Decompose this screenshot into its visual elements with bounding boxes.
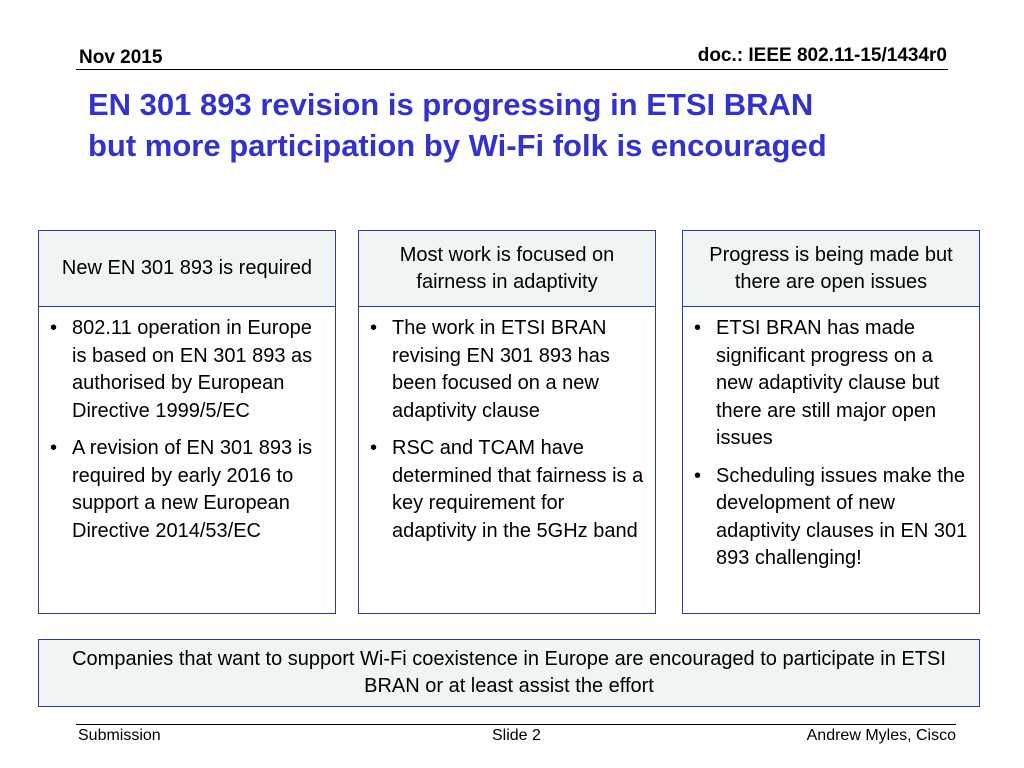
footer-submission: Submission [78,727,161,744]
box-new-en-required: New EN 301 893 is required • 802.11 oper… [38,230,336,614]
conclusion-box: Companies that want to support Wi-Fi coe… [38,639,980,707]
bullet-text: Scheduling issues make the development o… [716,464,968,570]
bullet-dot: • [50,437,58,459]
box-progress-open-issues: Progress is being made but there are ope… [682,230,980,614]
bullet-text: 802.11 operation in Europe is based on E… [72,317,313,422]
header-doc-id: doc.: IEEE 802.11-15/1434r0 [697,45,947,66]
conclusion-text: Companies that want to support Wi-Fi coe… [72,648,946,697]
box-heading: Most work is focused on fairness in adap… [359,231,655,307]
bullet-item: • The work in ETSI BRAN revising EN 301 … [367,315,645,425]
bullet-dot: • [694,317,702,339]
box-body: • ETSI BRAN has made significant progres… [683,307,979,573]
bullet-text: A revision of EN 301 893 is required by … [72,437,313,542]
box-heading: Progress is being made but there are ope… [683,231,979,307]
box-body: • 802.11 operation in Europe is based on… [39,307,335,545]
slide-title: EN 301 893 revision is progressing in ET… [88,84,968,166]
slide-title-line-2: but more participation by Wi-Fi folk is … [88,128,827,163]
bullet-dot: • [370,317,378,339]
box-fairness-focus: Most work is focused on fairness in adap… [358,230,656,614]
bullet-text: RSC and TCAM have determined that fairne… [392,437,644,542]
box-heading: New EN 301 893 is required [39,231,335,307]
bullet-item: • A revision of EN 301 893 is required b… [47,435,325,545]
footer-rule [76,724,956,725]
slide-title-line-1: EN 301 893 revision is progressing in ET… [88,87,814,122]
bullet-dot: • [50,317,58,339]
bullet-item: • ETSI BRAN has made significant progres… [691,315,969,453]
bullet-text: The work in ETSI BRAN revising EN 301 89… [392,317,610,422]
box-body: • The work in ETSI BRAN revising EN 301 … [359,307,655,545]
header-rule [76,69,948,70]
bullet-item: • RSC and TCAM have determined that fair… [367,435,645,545]
bullet-dot: • [370,437,378,459]
bullet-item: • Scheduling issues make the development… [691,463,969,573]
bullet-dot: • [694,464,702,487]
footer-slide-number: Slide 2 [492,727,541,744]
header-date: Nov 2015 [79,47,163,68]
bullet-item: • 802.11 operation in Europe is based on… [47,315,325,425]
bullet-text: ETSI BRAN has made significant progress … [716,317,940,449]
footer-author: Andrew Myles, Cisco [806,727,956,744]
